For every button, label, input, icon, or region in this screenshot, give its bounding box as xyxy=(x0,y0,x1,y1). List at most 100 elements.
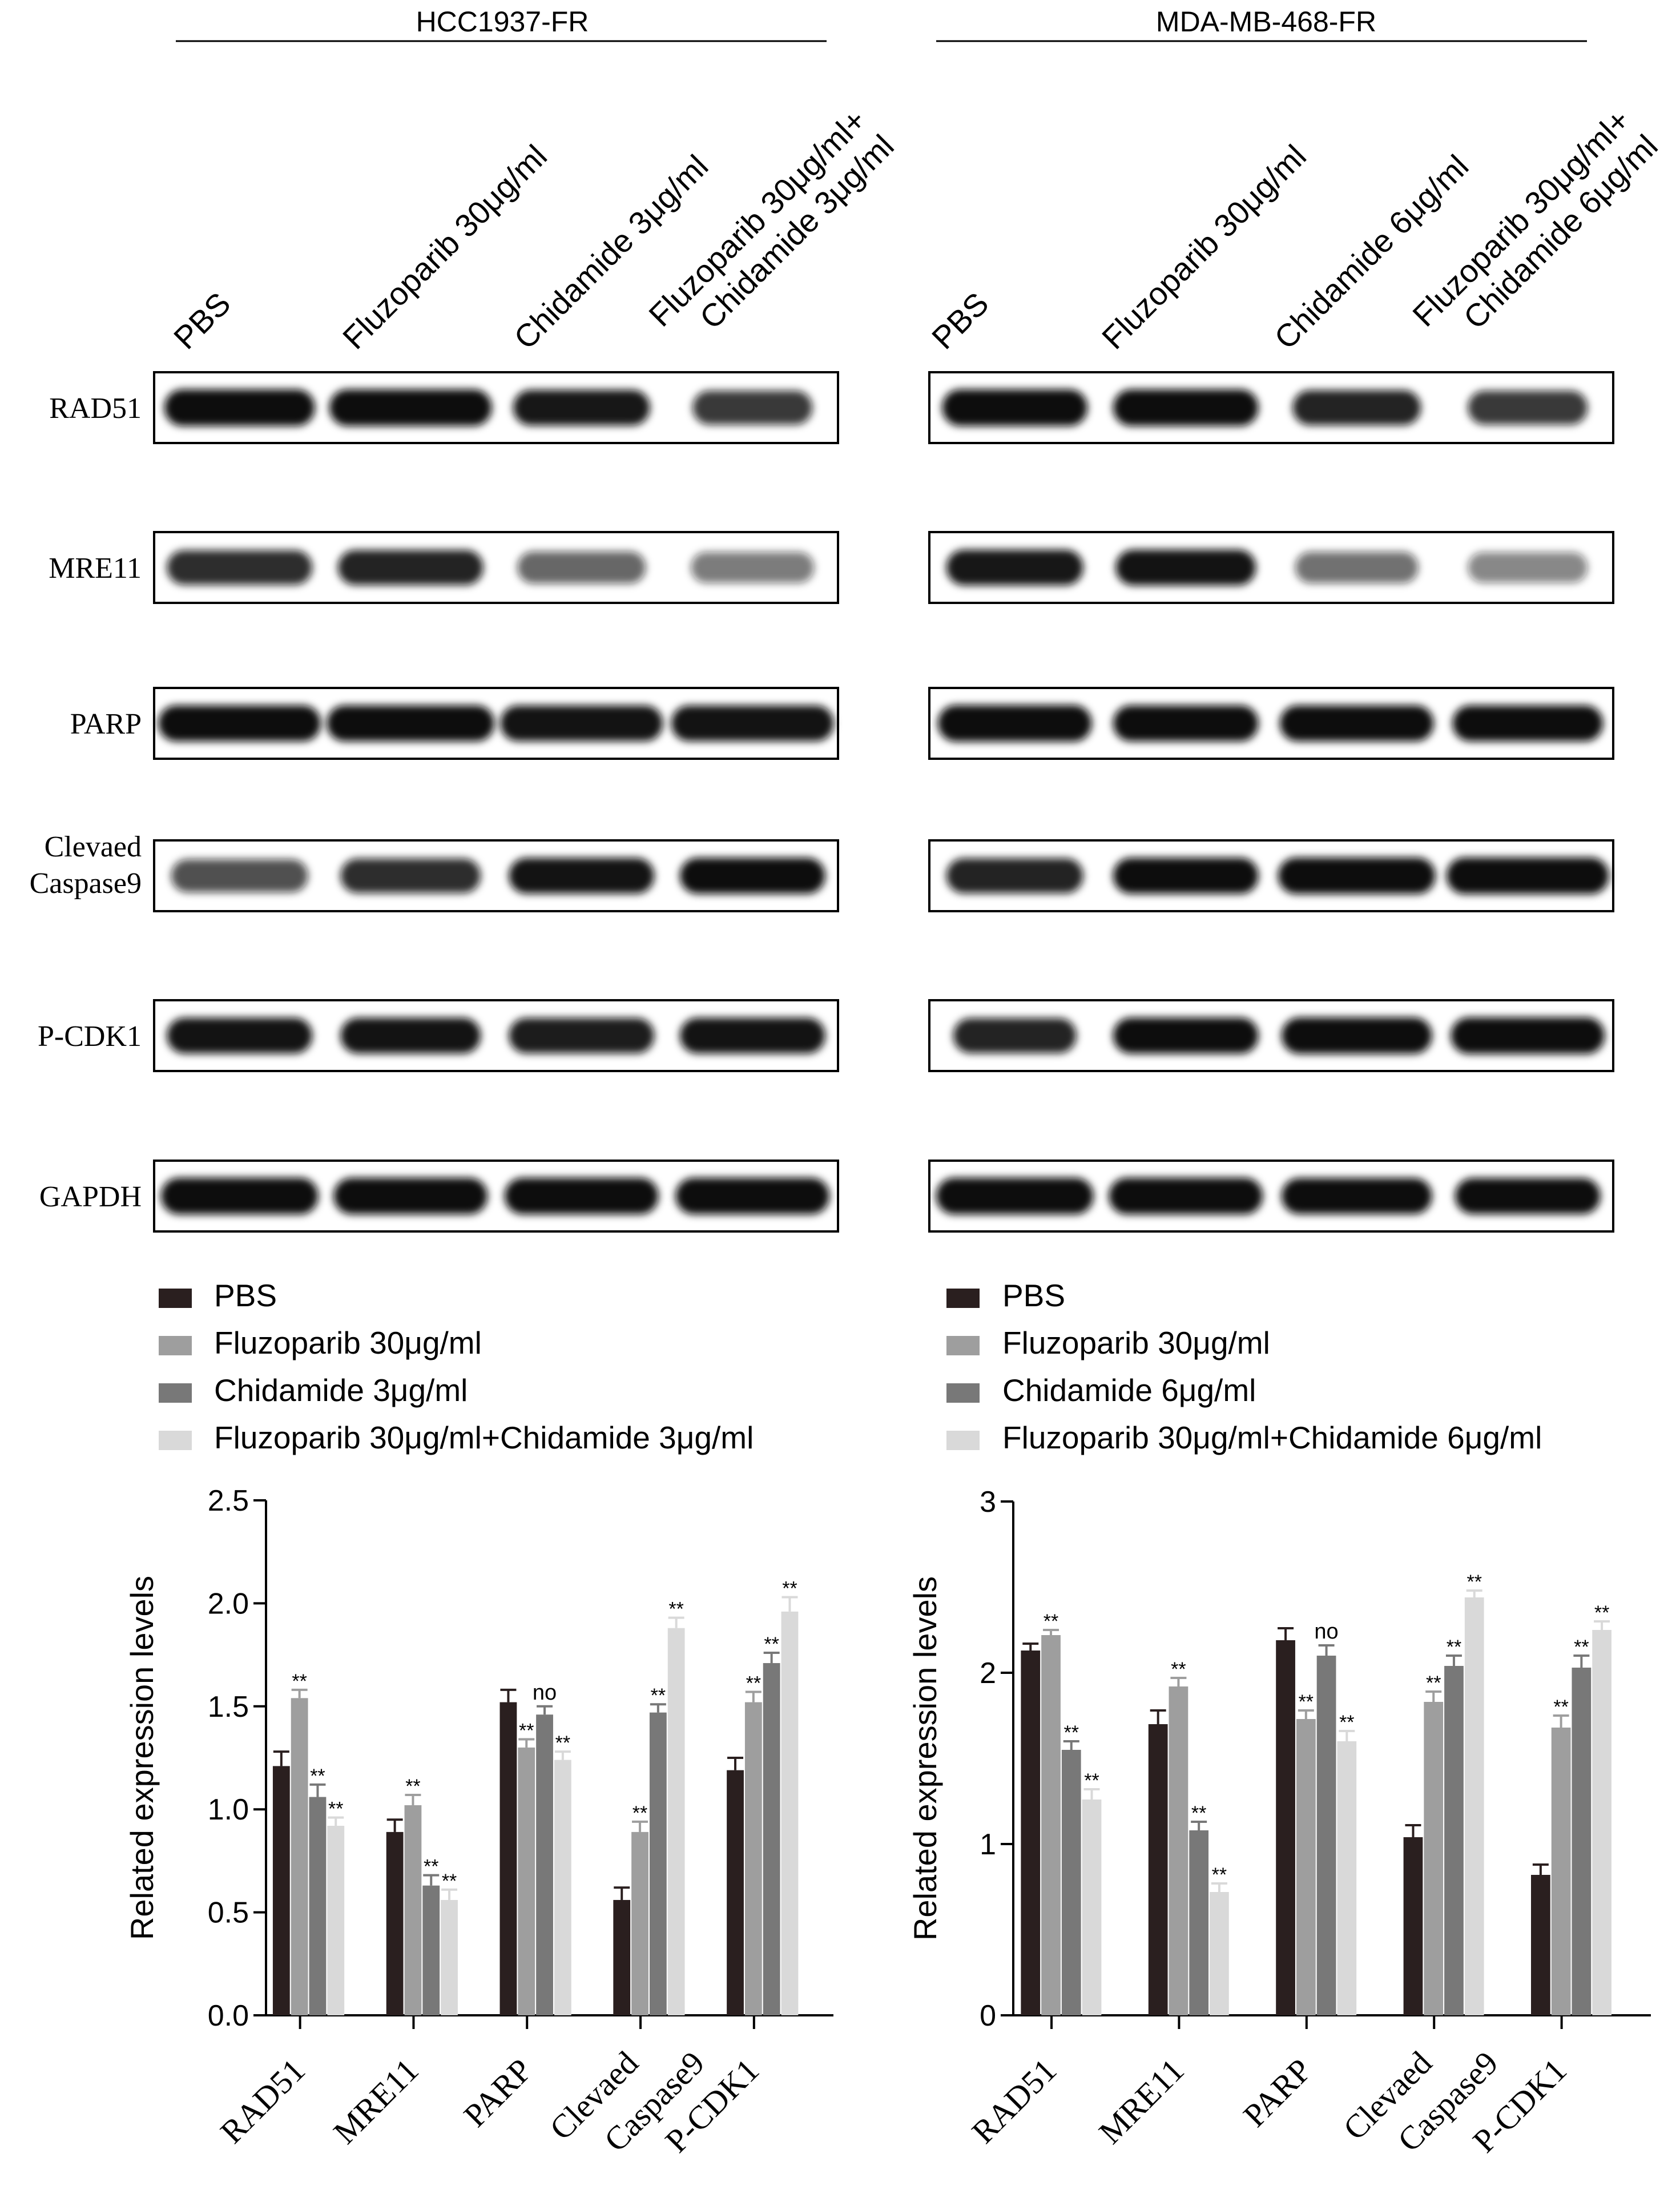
blot-band xyxy=(1109,1178,1263,1214)
significance-mark: ** xyxy=(668,1599,683,1620)
significance-mark: ** xyxy=(310,1765,325,1787)
blot-band xyxy=(340,858,481,893)
bar xyxy=(1337,1741,1357,2015)
significance-mark: ** xyxy=(782,1578,797,1600)
bar xyxy=(291,1698,308,2015)
bar xyxy=(763,1663,780,2015)
lane-label-4: Fluzoparib 30μg/ml+Chidamide 3μg/ml xyxy=(642,101,901,360)
blot-band xyxy=(327,705,495,742)
lane-label-line: Fluzoparib 30μg/ml+ xyxy=(1405,102,1637,333)
significance-mark: ** xyxy=(1467,1571,1481,1593)
bar xyxy=(1424,1702,1444,2015)
x-tick-label: MRE11 xyxy=(1091,2051,1191,2151)
blot-band xyxy=(1295,551,1419,583)
bar xyxy=(554,1760,571,2015)
bar xyxy=(1572,1668,1592,2015)
bar-group-p-cdk1: ****** xyxy=(727,1578,799,2015)
legend-swatch xyxy=(159,1383,192,1403)
bar xyxy=(1403,1837,1423,2015)
legend-label: PBS xyxy=(214,1278,277,1313)
bar-group-rad51: ** ** ** xyxy=(1021,1611,1102,2015)
significance-mark: ** xyxy=(1447,1636,1461,1658)
bar xyxy=(1551,1728,1571,2015)
legend-swatch xyxy=(946,1431,980,1450)
blot-band xyxy=(692,391,813,425)
blot-band xyxy=(691,551,815,583)
y-tick-label: 0.5 xyxy=(208,1897,249,1930)
blot-band xyxy=(953,1018,1077,1053)
blot-row-mre11 xyxy=(928,531,1614,604)
significance-mark: ** xyxy=(632,1802,647,1824)
bar xyxy=(649,1712,667,2015)
bar xyxy=(744,1702,762,2015)
bar xyxy=(1082,1800,1102,2015)
significance-mark: ** xyxy=(1553,1696,1568,1718)
bar xyxy=(1210,1892,1229,2015)
y-tick-label: 2.0 xyxy=(208,1587,249,1620)
bar-group-mre11: ** ** ** xyxy=(1148,1658,1229,2015)
bar xyxy=(1531,1875,1550,2015)
bar-chart-2: PBS Fluzoparib 30μg/ml Chidamide 6μg/ml Flu… xyxy=(907,1278,1651,2160)
bar xyxy=(1061,1750,1081,2015)
cell-line-title: HCC1937-FR xyxy=(416,6,589,38)
bar xyxy=(613,1899,631,2015)
y-tick-label: 1.5 xyxy=(208,1690,249,1724)
blot-band xyxy=(1292,390,1421,425)
blot-band xyxy=(1113,1017,1259,1054)
legend-label: Fluzoparib 30μg/ml+Chidamide 6μg/ml xyxy=(1002,1420,1542,1455)
legend-entry: Fluzoparib 30μg/ml xyxy=(159,1325,482,1360)
significance-mark: ** xyxy=(1594,1602,1609,1624)
blot-band xyxy=(509,1018,655,1053)
significance-mark: ** xyxy=(405,1776,420,1797)
blot-band xyxy=(340,1017,481,1054)
blot-band xyxy=(1452,705,1604,742)
bar-charts-section: PBS Fluzoparib 30μg/ml Chidamide 3μg/ml Flu… xyxy=(124,1278,1651,2160)
bar xyxy=(727,1770,744,2015)
legend-label: Chidamide 3μg/ml xyxy=(214,1372,468,1408)
blot-row-p-cdk1 xyxy=(928,999,1614,1072)
protein-label: PARP xyxy=(70,708,142,740)
blot-band xyxy=(946,858,1083,893)
bar xyxy=(386,1831,404,2015)
significance-mark: ** xyxy=(519,1720,534,1742)
bar-group-parp: ** no ** xyxy=(499,1681,571,2015)
significance-mark: ** xyxy=(328,1798,343,1820)
blot-band xyxy=(1113,705,1259,742)
significance-mark: no xyxy=(1314,1620,1338,1644)
bar xyxy=(1592,1630,1611,2015)
blot-row-gapdh: GAPDH xyxy=(39,1160,839,1233)
significance-mark: ** xyxy=(651,1685,666,1706)
blot-band xyxy=(942,389,1088,426)
significance-mark: ** xyxy=(555,1732,570,1754)
y-tick-label: 1 xyxy=(980,1828,996,1861)
legend-label: Fluzoparib 30μg/ml+Chidamide 3μg/ml xyxy=(214,1420,754,1455)
bar xyxy=(499,1702,517,2015)
significance-mark: ** xyxy=(1574,1636,1589,1658)
lane-label-line: PBS xyxy=(167,285,237,356)
blot-band xyxy=(936,1178,1094,1214)
significance-mark: ** xyxy=(1064,1722,1079,1744)
y-tick-label: 1.0 xyxy=(208,1793,249,1826)
protein-label: Caspase9 xyxy=(30,867,142,900)
bar xyxy=(272,1766,290,2015)
blot-band xyxy=(1281,1017,1432,1054)
bar-group-p-cdk1: ****** xyxy=(1531,1602,1611,2015)
blot-band xyxy=(167,550,313,585)
blot-band xyxy=(1115,549,1256,586)
bar xyxy=(1021,1651,1041,2015)
y-tick-label: 2.5 xyxy=(208,1484,249,1517)
legend-entry: Chidamide 3μg/ml xyxy=(159,1372,468,1408)
blot-band xyxy=(679,858,825,894)
bar xyxy=(667,1628,685,2015)
blot-row-rad51 xyxy=(928,371,1614,444)
blot-row-parp: PARP xyxy=(70,687,839,760)
legend-label: Fluzoparib 30μg/ml xyxy=(1002,1325,1270,1360)
blot-row-p-cdk1: P-CDK1 xyxy=(38,999,839,1072)
legend-entry: PBS xyxy=(946,1278,1065,1313)
protein-label: Clevaed xyxy=(45,831,142,863)
bar xyxy=(422,1885,440,2015)
blot-band xyxy=(509,858,655,894)
